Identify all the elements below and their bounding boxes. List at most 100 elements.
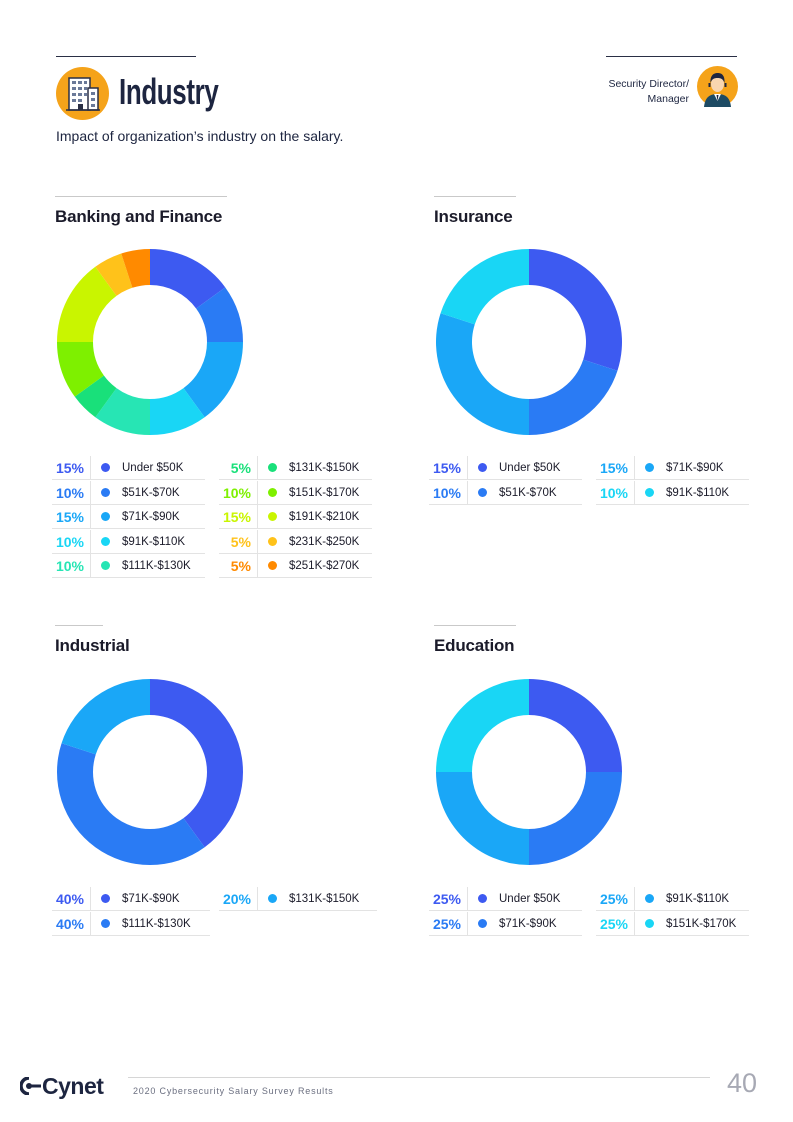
legend-divider bbox=[257, 529, 258, 553]
legend-label: $51K-$70K bbox=[122, 486, 180, 499]
section-title-banking-finance: Banking and Finance bbox=[55, 207, 223, 226]
legend-row-111k-130k: 40% $111K-$130K bbox=[52, 911, 210, 936]
legend-divider bbox=[90, 480, 91, 504]
legend-label: $131K-$150K bbox=[289, 893, 360, 905]
legend-color-dot bbox=[478, 918, 487, 928]
legend-color-dot bbox=[478, 894, 487, 903]
security-director-avatar-icon bbox=[697, 66, 738, 107]
legend-label: $71K-$90K bbox=[499, 917, 557, 930]
legend-percent: 10% bbox=[432, 484, 461, 501]
legend-row-under-50k: 15% Under $50K bbox=[429, 456, 582, 480]
legend-label: $111K-$130K bbox=[122, 917, 191, 930]
legend-percent: 5% bbox=[230, 558, 251, 574]
donut-slice-231k-250k bbox=[95, 253, 133, 296]
legend-row-91k-110k: 25% $91K-$110K bbox=[596, 887, 749, 911]
legend-row-under-50k: 15% Under $50K bbox=[52, 456, 205, 480]
legend-divider bbox=[467, 480, 468, 504]
legend-color-dot bbox=[478, 463, 487, 472]
legend-percent: 5% bbox=[230, 533, 251, 550]
legend-divider bbox=[90, 554, 91, 577]
legend-row-231k-250k: 5% $231K-$250K bbox=[219, 529, 372, 554]
office-building-icon bbox=[56, 67, 109, 120]
legend-divider bbox=[257, 505, 258, 528]
legend-divider bbox=[90, 456, 91, 479]
legend-label: $91K-$110K bbox=[666, 893, 730, 905]
legend-percent: 15% bbox=[599, 460, 628, 476]
legend-color-dot bbox=[101, 536, 110, 546]
section-rule bbox=[434, 625, 516, 626]
legend-row-71k-90k: 15% $71K-$90K bbox=[596, 456, 749, 480]
legend-row-91k-110k: 10% $91K-$110K bbox=[596, 480, 749, 505]
legend-divider bbox=[257, 480, 258, 504]
footer-caption: 2020 Cybersecurity Salary Survey Results bbox=[133, 1086, 334, 1096]
legend-divider bbox=[467, 456, 468, 479]
legend-percent: 20% bbox=[222, 891, 251, 907]
donut-slice-under-50k bbox=[150, 249, 226, 309]
donut-slice-191k-210k bbox=[57, 266, 117, 342]
donut-slice-71k-90k bbox=[436, 313, 529, 435]
donut-slice-151k-170k bbox=[57, 342, 104, 397]
legend-label: $71K-$90K bbox=[666, 462, 724, 474]
legend-label: $91K-$110K bbox=[122, 535, 186, 548]
legend-percent: 25% bbox=[599, 915, 628, 932]
legend-row-under-50k: 25% Under $50K bbox=[429, 887, 582, 911]
legend-color-dot bbox=[268, 512, 277, 521]
donut-slice-71k-90k bbox=[529, 772, 622, 865]
section-rule bbox=[55, 196, 227, 197]
section-rule bbox=[434, 196, 516, 197]
cynet-logo-icon bbox=[20, 1077, 41, 1095]
legend-divider bbox=[467, 911, 468, 935]
legend-divider bbox=[257, 554, 258, 577]
legend-divider bbox=[257, 456, 258, 479]
section-title-education: Education bbox=[434, 636, 515, 655]
section-rule bbox=[55, 625, 103, 626]
legend-percent: 15% bbox=[55, 509, 84, 525]
donut-slice-under-50k bbox=[529, 679, 622, 772]
donut-slice-71k-90k bbox=[150, 679, 243, 848]
legend-divider bbox=[90, 887, 91, 910]
legend-row-251k-270k: 5% $251K-$270K bbox=[219, 554, 372, 578]
page-number: 40 bbox=[727, 1068, 758, 1098]
legend-row-51k-70k: 10% $51K-$70K bbox=[429, 480, 582, 505]
legend-percent: 40% bbox=[55, 915, 84, 932]
legend-row-151k-170k: 25% $151K-$170K bbox=[596, 911, 749, 936]
legend-percent: 10% bbox=[55, 484, 84, 501]
donut-chart-industrial bbox=[57, 679, 243, 865]
role-line-1: Security Director/ bbox=[608, 78, 689, 90]
section-title-industrial: Industrial bbox=[55, 636, 130, 655]
legend-label: $251K-$270K bbox=[289, 560, 360, 572]
legend-percent: 10% bbox=[55, 558, 84, 574]
legend-row-71k-90k: 25% $71K-$90K bbox=[429, 911, 582, 936]
legend-divider bbox=[257, 887, 258, 910]
donut-slice-131k-150k bbox=[74, 375, 117, 418]
donut-chart-insurance bbox=[436, 249, 622, 435]
donut-slice-51k-70k bbox=[196, 287, 243, 342]
legend-divider bbox=[90, 505, 91, 528]
cynet-logo[interactable]: Cynet bbox=[20, 1072, 104, 1099]
legend-divider bbox=[634, 887, 635, 910]
legend-label: $71K-$90K bbox=[122, 893, 180, 905]
legend-divider bbox=[634, 911, 635, 935]
donut-slice-91k-110k bbox=[150, 388, 205, 435]
legend-label: $151K-$170K bbox=[666, 917, 737, 930]
donut-slice-131k-150k bbox=[61, 679, 150, 755]
donut-chart-education bbox=[436, 679, 622, 865]
legend-percent: 15% bbox=[55, 460, 84, 476]
legend-percent: 40% bbox=[55, 891, 84, 907]
legend-label: $51K-$70K bbox=[499, 486, 557, 499]
role-line-2: Manager bbox=[647, 93, 689, 105]
legend-color-dot bbox=[101, 918, 110, 928]
donut-slice-111k-130k bbox=[57, 743, 205, 865]
legend-row-151k-170k: 10% $151K-$170K bbox=[219, 480, 372, 505]
legend-color-dot bbox=[101, 487, 110, 497]
legend-percent: 10% bbox=[222, 484, 251, 501]
legend-row-131k-150k: 20% $131K-$150K bbox=[219, 887, 377, 911]
legend-label: $231K-$250K bbox=[289, 535, 360, 548]
legend-row-71k-90k: 40% $71K-$90K bbox=[52, 887, 210, 911]
legend-color-dot bbox=[478, 487, 487, 497]
legend-color-dot bbox=[645, 487, 654, 497]
legend-color-dot bbox=[645, 463, 654, 472]
legend-row-51k-70k: 10% $51K-$70K bbox=[52, 480, 205, 505]
legend-color-dot bbox=[101, 463, 110, 472]
brand-name: Cynet bbox=[42, 1072, 104, 1099]
